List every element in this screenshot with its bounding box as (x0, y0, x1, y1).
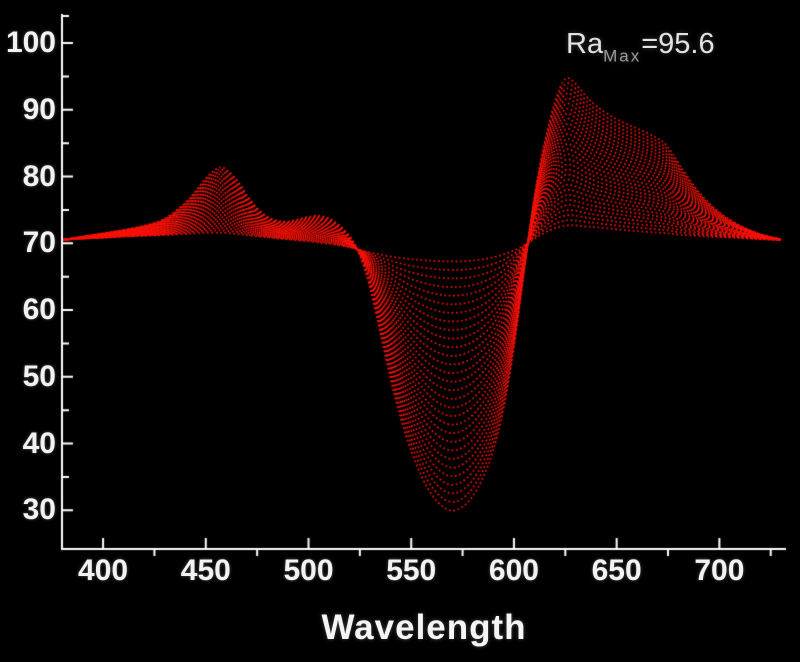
x-tick-label: 450 (180, 554, 231, 587)
annotation-subscript: Max (603, 46, 642, 66)
y-tick-label: 90 (22, 92, 56, 126)
y-tick-label: 50 (22, 359, 56, 393)
annotation-prefix: Ra (566, 28, 604, 60)
y-tick-label: 100 (5, 26, 56, 59)
y-tick-label: 30 (22, 493, 56, 527)
annotation-ra-max: RaMax=95.6 (566, 28, 715, 67)
x-tick-label: 650 (591, 554, 642, 587)
x-tick-label: 550 (386, 554, 437, 587)
x-tick-label: 400 (78, 554, 129, 587)
x-tick-label: 600 (488, 554, 539, 587)
x-axis-title: Wavelength (321, 608, 527, 647)
y-tick-label: 40 (22, 426, 56, 460)
x-tick-label: 700 (694, 554, 745, 587)
y-tick-label: 70 (22, 226, 56, 260)
annotation-value: =95.6 (641, 28, 715, 60)
x-tick-label: 500 (283, 554, 334, 587)
y-tick-label: 60 (22, 293, 56, 327)
y-tick-label: 80 (22, 159, 56, 193)
